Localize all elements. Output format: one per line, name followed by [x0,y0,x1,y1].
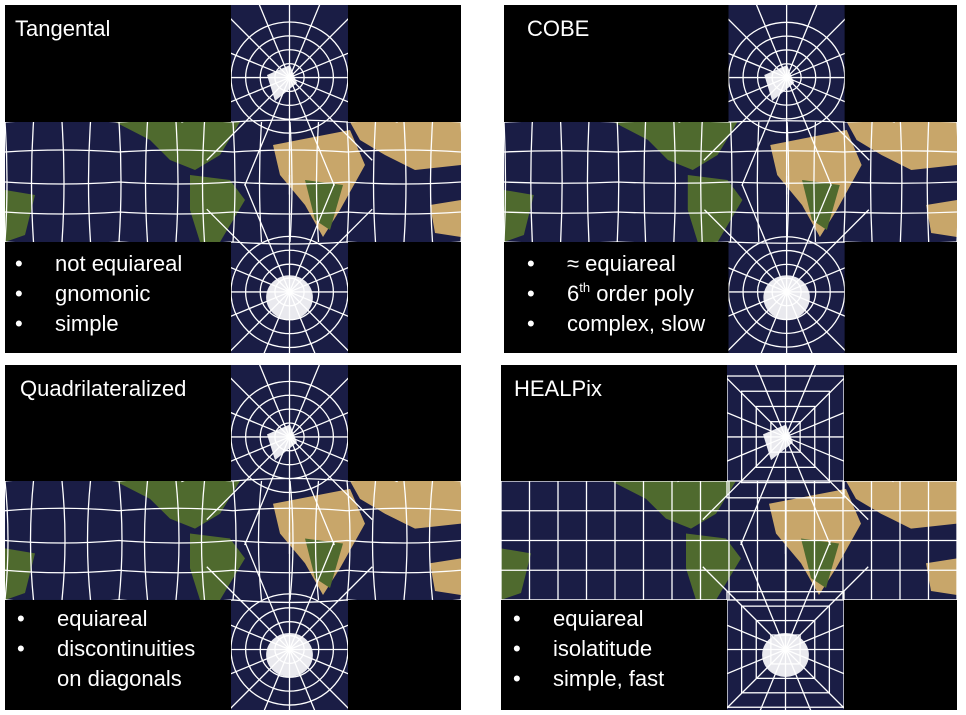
panel-cobe: COBE • ≈ equiareal • 6th order poly • compl… [504,5,957,353]
bullet-list: • equiareal • isolatitude • simple, fast [513,604,664,694]
bullet-item: • simple [15,309,182,339]
bullet-symbol: • [527,309,535,339]
bullet-item: • isolatitude [513,634,664,664]
bullet-symbol: • [513,604,521,634]
superscript: th [579,280,590,295]
bullet-symbol: • [15,309,23,339]
panel-healpix: HEALPix • equiareal • isolatitude • simple,… [501,365,957,710]
bullet-symbol: • [17,634,25,664]
panel-title: Tangental [15,16,110,42]
panel-title: HEALPix [514,376,602,402]
panel-title: COBE [527,16,589,42]
bullet-item: • equiareal [513,604,664,634]
bullet-item: • discontinuities [17,634,195,664]
bullet-symbol: • [527,249,535,279]
bullet-symbol: • [527,279,535,309]
bullet-item: • equiareal [17,604,195,634]
bullet-list: • ≈ equiareal • 6th order poly • complex, s… [527,249,705,339]
bullet-symbol: • [513,664,521,694]
bullet-item: • gnomonic [15,279,182,309]
bullet-symbol: • [513,634,521,664]
bullet-item: • simple, fast [513,664,664,694]
panel-title: Quadrilateralized [20,376,186,402]
bullet-continuation: on diagonals [17,664,195,694]
panel-tangental: Tangental • not equiareal • gnomonic • simp… [5,5,461,353]
panel-quadrilateralized: Quadrilateralized • equiareal • discontinu… [5,365,461,710]
bullet-item: • complex, slow [527,309,705,339]
bullet-item: • ≈ equiareal [527,249,705,279]
bullet-symbol: • [15,279,23,309]
bullet-item: • not equiareal [15,249,182,279]
bullet-symbol: • [15,249,23,279]
bullet-list: • equiareal • discontinuities on diagonals [17,604,195,694]
bullet-list: • not equiareal • gnomonic • simple [15,249,182,339]
bullet-symbol: • [17,604,25,634]
bullet-item: • 6th order poly [527,279,705,309]
